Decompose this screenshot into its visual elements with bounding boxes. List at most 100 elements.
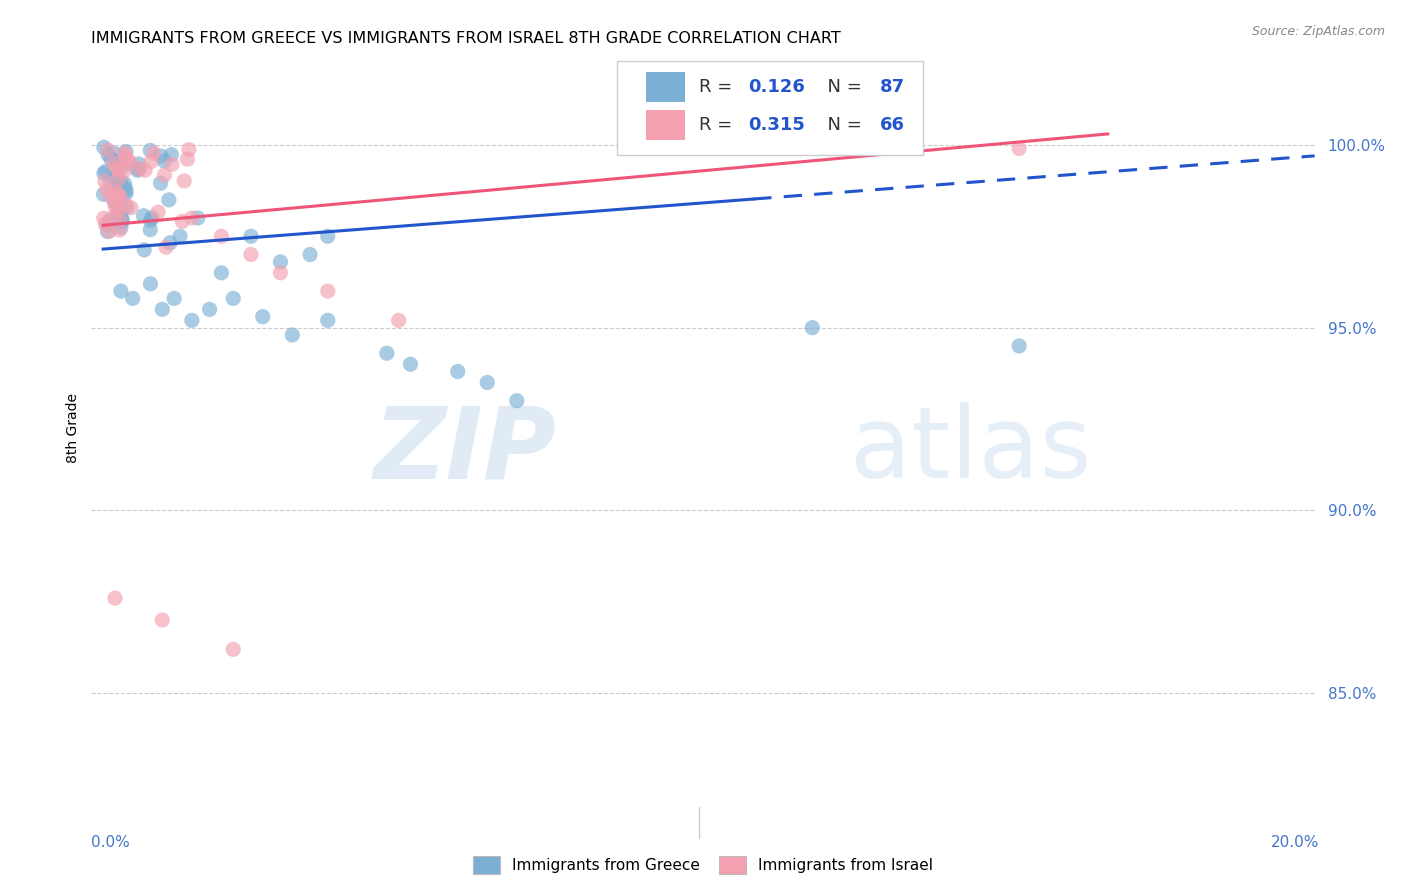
Point	[93, 166, 115, 180]
Point	[110, 194, 132, 209]
Text: 0.315: 0.315	[748, 116, 806, 134]
Text: 0.0%: 0.0%	[91, 836, 131, 850]
Point	[108, 189, 131, 203]
Point	[115, 201, 138, 215]
Point	[94, 164, 117, 178]
Point	[98, 189, 121, 203]
Text: R =: R =	[699, 78, 738, 96]
Point	[299, 247, 322, 261]
Point	[187, 211, 209, 225]
Point	[108, 211, 131, 226]
Point	[180, 211, 202, 225]
Point	[105, 161, 128, 176]
Point	[153, 168, 176, 182]
Point	[134, 163, 156, 178]
Text: IMMIGRANTS FROM GREECE VS IMMIGRANTS FROM ISRAEL 8TH GRADE CORRELATION CHART: IMMIGRANTS FROM GREECE VS IMMIGRANTS FRO…	[91, 31, 841, 46]
Point	[104, 185, 127, 199]
Text: N =: N =	[815, 78, 868, 96]
Point	[139, 277, 162, 291]
Point	[98, 213, 121, 227]
Point	[107, 155, 129, 169]
Text: 87: 87	[880, 78, 905, 96]
Text: atlas: atlas	[849, 402, 1091, 500]
Point	[98, 224, 121, 238]
Point	[114, 145, 136, 160]
Point	[222, 292, 245, 306]
Point	[180, 313, 202, 327]
Point	[114, 177, 136, 191]
Point	[209, 266, 232, 280]
Point	[112, 165, 135, 179]
Point	[239, 229, 262, 244]
Point	[108, 185, 131, 199]
Text: ZIP: ZIP	[373, 402, 557, 500]
Point	[239, 247, 262, 261]
Text: 66: 66	[880, 116, 905, 134]
Point	[139, 223, 162, 237]
Point	[108, 178, 131, 192]
Point	[96, 218, 118, 232]
Point	[115, 145, 138, 159]
Point	[149, 149, 172, 163]
Point	[103, 194, 125, 209]
Point	[198, 302, 221, 317]
Point	[163, 292, 186, 306]
Point	[173, 174, 195, 188]
Point	[150, 613, 173, 627]
Point	[100, 175, 122, 189]
Point	[128, 157, 150, 171]
Point	[388, 313, 411, 327]
Point	[104, 194, 127, 208]
Point	[157, 193, 180, 207]
Point	[114, 149, 136, 163]
Point	[100, 152, 122, 166]
Point	[142, 145, 165, 160]
Point	[110, 220, 132, 235]
Point	[108, 223, 131, 237]
Point	[111, 214, 134, 228]
Point	[94, 217, 117, 231]
Point	[269, 266, 291, 280]
Text: 8th Grade: 8th Grade	[66, 393, 80, 463]
Point	[375, 346, 398, 360]
Point	[111, 156, 134, 170]
Point	[107, 209, 129, 223]
Point	[121, 292, 143, 306]
Point	[111, 212, 134, 227]
Point	[107, 215, 129, 229]
Point	[97, 147, 120, 161]
Point	[139, 213, 162, 227]
Point	[132, 209, 155, 223]
Point	[146, 205, 169, 219]
Point	[127, 161, 149, 176]
Point	[155, 240, 177, 254]
Point	[177, 143, 200, 157]
Point	[110, 173, 132, 187]
Point	[209, 229, 232, 244]
Point	[172, 214, 194, 228]
Point	[104, 171, 127, 186]
Point	[120, 156, 142, 170]
Point	[477, 376, 499, 390]
Text: Source: ZipAtlas.com: Source: ZipAtlas.com	[1251, 25, 1385, 38]
Point	[110, 284, 132, 298]
Point	[112, 159, 135, 173]
Point	[316, 229, 339, 244]
Point	[222, 642, 245, 657]
Point	[107, 162, 129, 177]
Point	[447, 364, 470, 378]
Point	[150, 302, 173, 317]
Point	[105, 162, 128, 177]
Point	[115, 198, 138, 212]
Point	[103, 156, 125, 170]
Point	[176, 152, 198, 166]
Point	[159, 235, 181, 250]
Point	[269, 255, 291, 269]
Point	[316, 284, 339, 298]
Point	[110, 205, 132, 219]
Point	[139, 144, 162, 158]
Point	[93, 140, 115, 154]
Point	[134, 243, 156, 257]
Point	[105, 154, 128, 169]
Point	[281, 328, 304, 343]
